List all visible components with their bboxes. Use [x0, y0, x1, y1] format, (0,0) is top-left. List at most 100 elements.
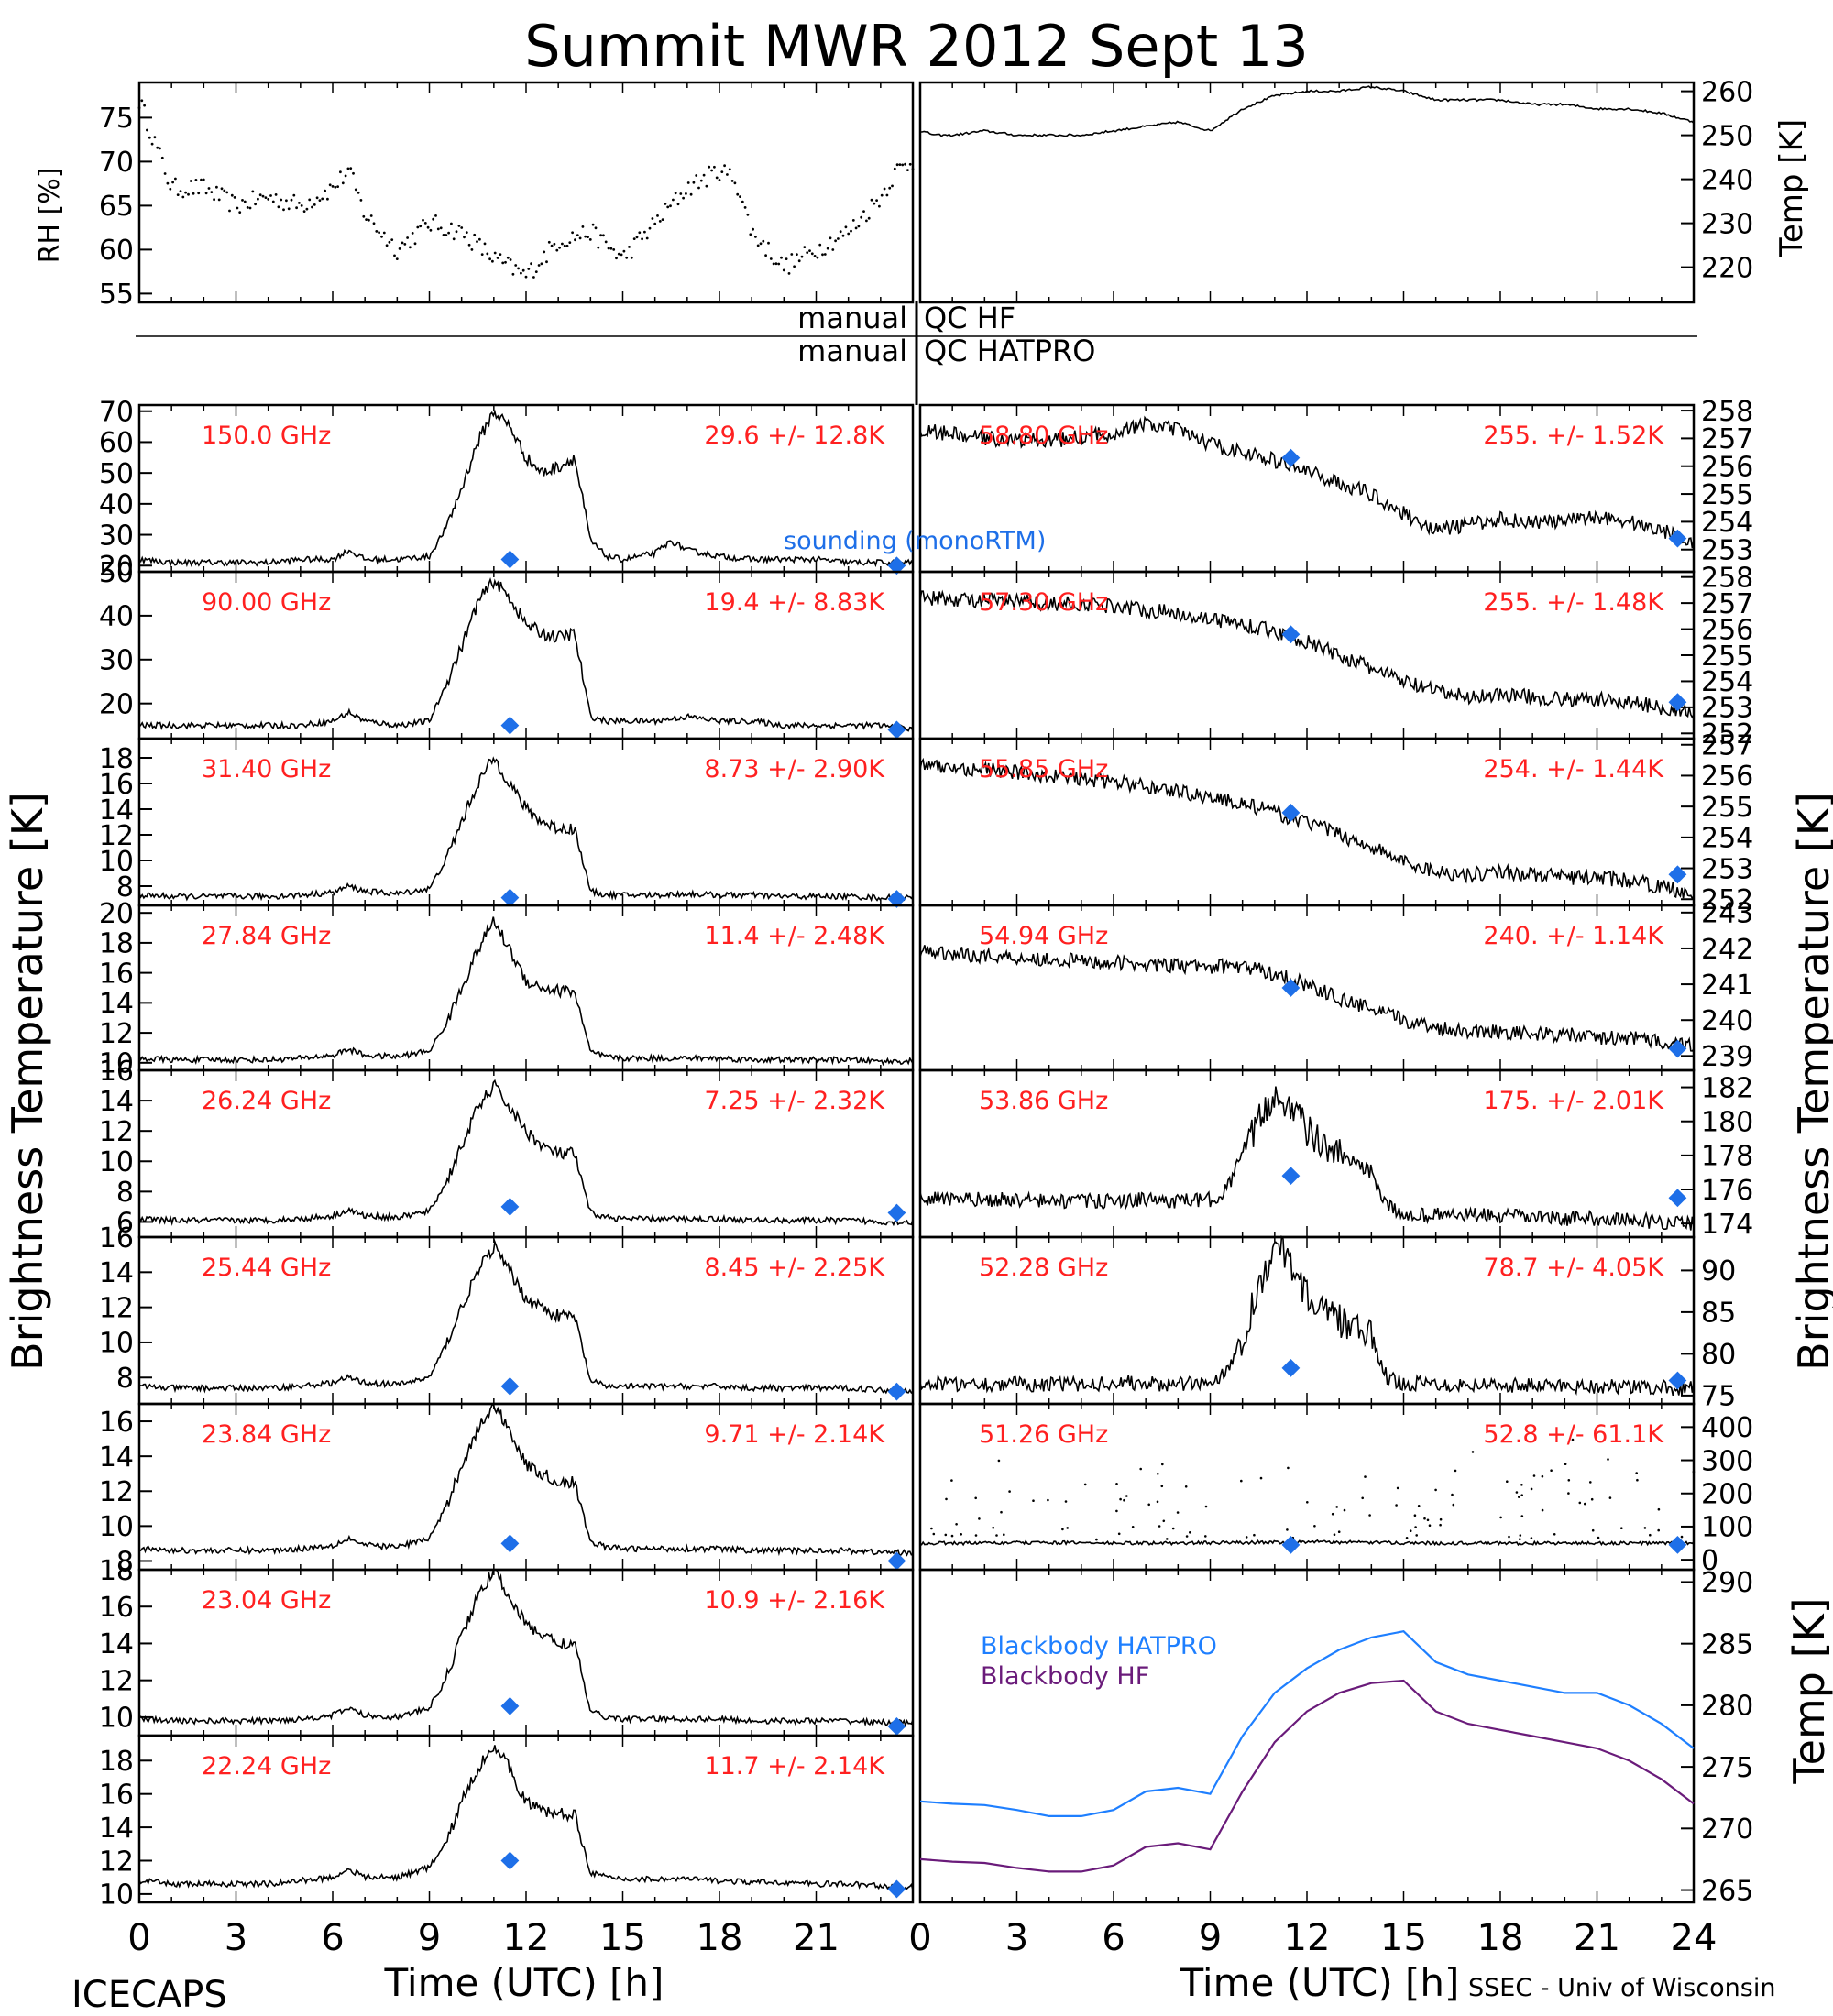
rh-point-48: [261, 194, 265, 198]
rh-point-132: [478, 237, 481, 241]
right-panel-6-spike-4: [1368, 1514, 1371, 1517]
left-panel-3-trace: [138, 916, 914, 1067]
left-panel-1-ytick-label-3: 50: [99, 557, 134, 589]
rh-point-281: [862, 210, 865, 214]
rh-point-99: [393, 254, 396, 257]
right-panel-5: 75 80 85 90 52.28 GHz 78.7 +/- 4.05K: [918, 1234, 1736, 1413]
rh-point-26: [204, 192, 208, 195]
right-panel-6-spike-38: [1343, 1508, 1346, 1512]
rh-point-252: [787, 272, 791, 275]
left-panel-0-sounding-marker-1: [887, 556, 906, 575]
rh-point-189: [625, 256, 629, 259]
right-panel-2-trace: [919, 757, 1695, 900]
left-panel-8-sounding-marker-0: [500, 1851, 520, 1870]
rh-point-135: [486, 252, 489, 256]
right-panel-2-ytick-label-2: 254: [1701, 823, 1753, 855]
left-panel-1-freq-label: 90.00 GHz: [202, 588, 331, 617]
rh-point-179: [599, 234, 602, 237]
right-panel-6-spike-110: [1530, 1537, 1533, 1539]
rh-point-60: [292, 193, 296, 197]
rh-point-204: [664, 203, 667, 205]
rh-point-118: [442, 234, 445, 236]
right-panel-2-ytick-label-3: 255: [1701, 792, 1753, 824]
rh-point-22: [194, 179, 198, 181]
rh-point-265: [821, 253, 824, 257]
right-panel-4-sounding-marker-1: [1668, 1189, 1687, 1208]
rh-panel: 55 60 65 70 75: [99, 81, 915, 311]
rh-point-61: [295, 206, 298, 210]
right-panel-6-spike-74: [1364, 1475, 1367, 1478]
left-panel-0-sounding-marker-0: [500, 550, 520, 569]
rh-point-53: [274, 193, 278, 196]
right-panel-2-ytick-label-0: 252: [1701, 884, 1753, 916]
right-panel-6-spike-87: [1564, 1463, 1567, 1465]
rh-point-165: [563, 244, 566, 247]
rh-point-12: [169, 187, 172, 191]
rh-point-11: [166, 181, 170, 185]
rh-point-28: [210, 191, 214, 194]
rh-point-235: [743, 206, 747, 209]
left-panel-4-ytick-label-4: 14: [99, 1086, 134, 1118]
rh-point-255: [796, 253, 798, 256]
right-panel-6-sounding-marker-1: [1668, 1535, 1687, 1554]
blackbody-panel-ytick-label-2: 275: [1701, 1752, 1753, 1784]
left-panel-1-ytick-label-1: 30: [99, 645, 134, 677]
rh-panel-ytick-label-2: 65: [99, 191, 134, 223]
left-panel-7-trace: [138, 1569, 914, 1728]
rh-point-202: [658, 220, 662, 223]
rh-point-14: [174, 177, 177, 181]
rh-point-273: [841, 234, 845, 237]
left-panel-1-ytick-label-0: 20: [99, 688, 134, 720]
rh-point-173: [584, 235, 587, 238]
rh-point-58: [287, 207, 291, 211]
left-panel-3-ytick-label-0: 10: [99, 1048, 134, 1080]
left-panel-0-ytick-label-5: 70: [99, 397, 134, 429]
left-panel-2-sounding-marker-0: [500, 888, 520, 907]
rh-point-193: [635, 236, 639, 239]
rh-point-213: [686, 181, 690, 184]
rh-point-17: [181, 195, 185, 199]
rh-point-266: [823, 253, 827, 256]
rh-point-138: [493, 251, 497, 255]
right-panel-6-spike-19: [1567, 1492, 1570, 1495]
rh-point-7: [156, 146, 159, 149]
left-panel-5-ytick-label-0: 8: [116, 1363, 134, 1395]
right-panel-1-ytick-label-4: 256: [1701, 614, 1753, 646]
rh-point-1: [140, 99, 144, 103]
right-panel-6-spike-109: [1578, 1501, 1582, 1505]
rh-point-107: [413, 242, 417, 246]
left-panel-4-ytick-label-0: 6: [116, 1207, 134, 1239]
right-panel-6-spike-13: [1286, 1528, 1289, 1531]
right-panel-6-spike-89: [1571, 1438, 1575, 1441]
rh-point-5: [150, 142, 154, 146]
right-panel-0-ytick-label-4: 257: [1701, 423, 1753, 455]
rh-point-207: [672, 198, 675, 202]
qc-hf-left-label: manual: [797, 301, 907, 335]
left-panel-0-ytick-label-2: 40: [99, 489, 134, 521]
rh-point-79: [341, 181, 345, 185]
rh-point-167: [568, 241, 572, 244]
rh-point-293: [893, 167, 896, 170]
left-panel-0-ytick-label-1: 30: [99, 520, 134, 552]
rh-point-83: [352, 171, 355, 175]
rh-point-139: [496, 257, 499, 259]
rh-point-47: [258, 193, 262, 197]
rh-point-267: [826, 247, 829, 250]
right-panel-5-freq-label: 52.28 GHz: [979, 1254, 1108, 1282]
rh-point-84: [354, 188, 357, 192]
right-panel-4-ytick-label-3: 180: [1701, 1107, 1753, 1139]
rh-point-104: [406, 236, 409, 239]
right-panel-6-spike-1: [1204, 1505, 1208, 1508]
right-panel-6-spike-57: [1032, 1499, 1035, 1502]
left-panel-0-trace: [138, 409, 914, 568]
blackbody-panel-ytick-label-3: 280: [1701, 1691, 1753, 1723]
left-panel-7: 10 12 14 16 18 23.04 GHz 10.9 +/- 2.16K: [99, 1555, 915, 1737]
right-xtick-label-0: 0: [908, 1917, 931, 1959]
right-panel-6-spike-46: [1608, 1496, 1612, 1499]
rh-panel-ytick-label-1: 60: [99, 235, 134, 267]
right-panel-6-spike-18: [995, 1534, 998, 1537]
left-panel-2-ytick-label-5: 18: [99, 743, 134, 775]
right-panel-6-spike-70: [932, 1532, 936, 1536]
right-panel-0-sounding-marker-1: [1668, 529, 1687, 548]
